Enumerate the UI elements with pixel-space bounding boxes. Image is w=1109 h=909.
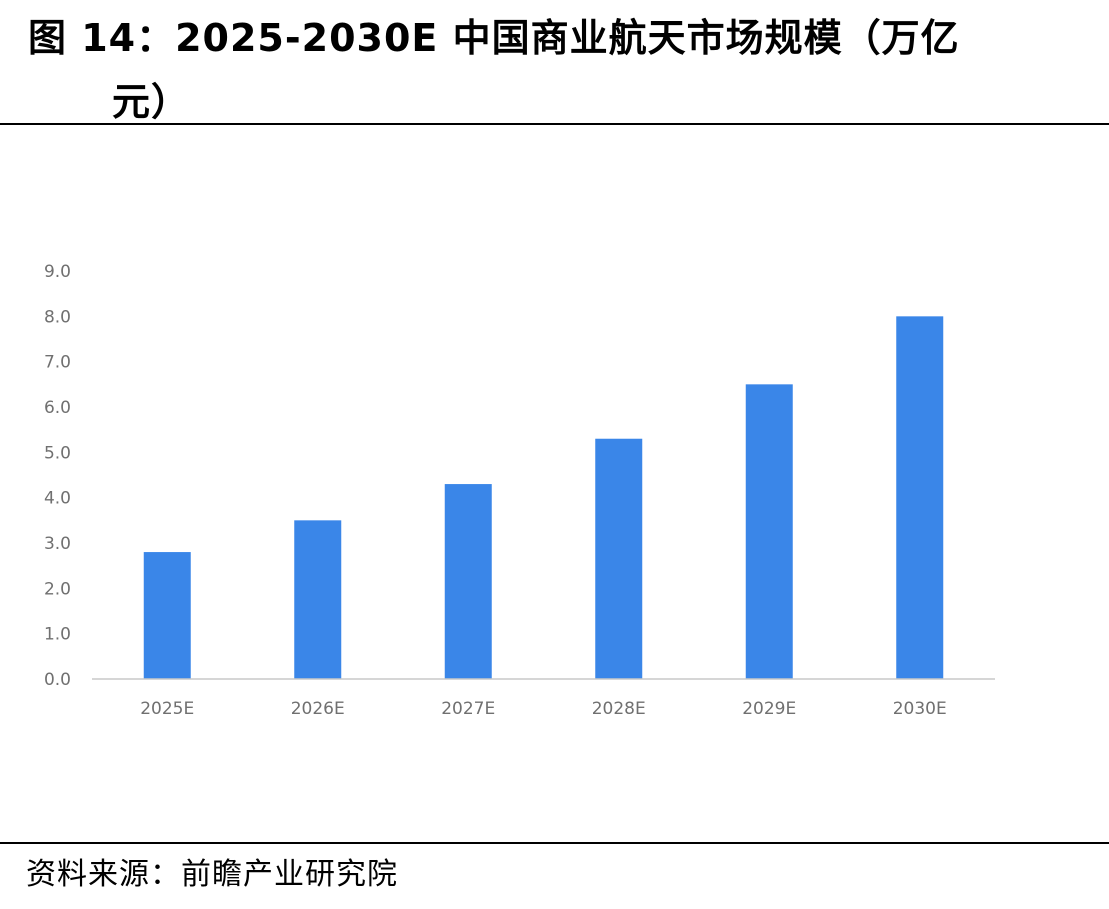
bar-2027E <box>444 484 492 679</box>
bar-2025E <box>143 552 191 679</box>
x-tick-label: 2025E <box>140 699 194 719</box>
source-divider <box>0 842 1109 844</box>
x-tick-label: 2030E <box>893 699 947 719</box>
x-tick-label: 2026E <box>291 699 345 719</box>
y-axis-ticks: 0.0 1.0 2.0 3.0 4.0 5.0 6.0 7.0 8.0 9.0 <box>44 262 71 690</box>
figure-title-line2: 元） <box>112 80 191 124</box>
y-tick-label: 7.0 <box>44 353 71 373</box>
x-tick-label: 2028E <box>592 699 646 719</box>
source-note: 资料来源：前瞻产业研究院 <box>26 857 398 892</box>
x-tick-label: 2029E <box>742 699 796 719</box>
y-tick-label: 3.0 <box>44 534 71 554</box>
title-divider <box>0 123 1109 125</box>
bar-series <box>143 316 944 679</box>
bar-2029E <box>745 384 793 679</box>
y-tick-label: 4.0 <box>44 489 71 509</box>
figure-title-line1: 图 14：2025-2030E 中国商业航天市场规模（万亿 <box>28 16 960 60</box>
y-tick-label: 2.0 <box>44 579 71 599</box>
y-tick-label: 6.0 <box>44 398 71 418</box>
y-tick-label: 8.0 <box>44 307 71 327</box>
bar-chart: 0.0 1.0 2.0 3.0 4.0 5.0 6.0 7.0 8.0 9.0 2025E 2026… <box>44 262 995 719</box>
bar-2028E <box>595 438 643 679</box>
x-tick-label: 2027E <box>441 699 495 719</box>
y-tick-label: 5.0 <box>44 443 71 463</box>
bar-2026E <box>294 520 342 679</box>
bar-2030E <box>896 316 944 679</box>
x-axis-ticks: 2025E 2026E 2027E 2028E 2029E 2030E <box>140 699 947 719</box>
y-tick-label: 9.0 <box>44 262 71 282</box>
y-tick-label: 1.0 <box>44 625 71 645</box>
y-tick-label: 0.0 <box>44 670 71 690</box>
figure-title: 图 14：2025-2030E 中国商业航天市场规模（万亿 元） <box>28 6 1088 134</box>
